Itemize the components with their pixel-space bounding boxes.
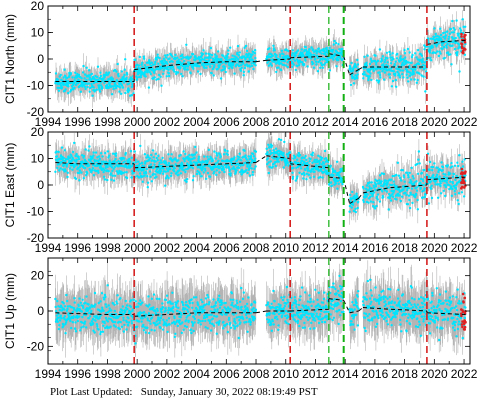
north-panel: 1994 1996 1998 2000 2002 2004 2006 2008 2010 2012… [3, 0, 478, 129]
x-tick-label: 2012 [302, 241, 329, 255]
data-point-segment-0 [54, 284, 136, 336]
x-tick-label: 2000 [124, 241, 151, 255]
y-axis-title: CIT1 North (mm) [3, 14, 17, 104]
x-tick-label: 2014 [332, 241, 359, 255]
error-bars [55, 133, 466, 225]
time-series-figure: 1994 1996 1998 2000 2002 2004 2006 2008 2010 2012… [3, 0, 478, 380]
y-axis-title: CIT1 Up (mm) [3, 273, 17, 349]
up-panel: 1994 1996 1998 2000 2002 2004 2006 2008 2010 2012… [3, 257, 478, 380]
east-panel: 1994 1996 1998 2000 2002 2004 2006 2008 2010 2012… [3, 125, 478, 255]
x-tick-label: 1996 [64, 367, 91, 380]
x-tick-label: 2020 [421, 115, 448, 129]
x-tick-label: 2000 [124, 115, 151, 129]
x-tick-label: 2022 [451, 115, 478, 129]
x-tick-label: 2018 [391, 115, 418, 129]
plot-updated-label: Plot Last Updated: [50, 386, 133, 398]
x-tick-label: 2002 [154, 241, 181, 255]
error-bar-segment-6 [362, 36, 427, 104]
x-tick-label: 2022 [451, 367, 478, 380]
error-bar-segment-5 [349, 49, 359, 97]
x-tick-label: 2008 [243, 241, 270, 255]
y-tick-label: 0 [37, 304, 44, 318]
x-tick-label: 2012 [302, 367, 329, 380]
x-tick-label: 2010 [272, 115, 299, 129]
y-tick-label: 10 [31, 26, 45, 40]
x-tick-label: 1994 [35, 115, 62, 129]
data-point-segment-6 [361, 44, 428, 93]
x-tick-label: 2010 [272, 241, 299, 255]
x-tick-label: 2006 [213, 115, 240, 129]
data-point-segment-4 [327, 274, 345, 326]
x-tick-label: 2018 [391, 367, 418, 380]
x-tick-label: 2000 [124, 367, 151, 380]
y-tick-label: 0 [37, 178, 44, 192]
y-tick-label: 0 [37, 52, 44, 66]
data-point-segment-0 [54, 58, 136, 97]
x-tick-label: 1996 [64, 115, 91, 129]
x-tick-label: 2020 [421, 241, 448, 255]
x-tick-label: 2004 [183, 241, 210, 255]
x-tick-label: 2006 [213, 241, 240, 255]
y-tick-label: -10 [27, 79, 45, 93]
recent-data-points [460, 32, 467, 55]
x-tick-label: 2014 [332, 115, 359, 129]
recent-data-points [460, 292, 467, 331]
x-tick-label: 2004 [183, 115, 210, 129]
x-tick-label: 2002 [154, 115, 181, 129]
y-axis-title: CIT1 East (mm) [3, 143, 17, 228]
x-tick-label: 1998 [94, 115, 121, 129]
y-tick-label: 10 [31, 152, 45, 166]
plot-updated-footer: Plot Last Updated: Sunday, January 30, 2… [50, 386, 318, 398]
x-tick-label: 1994 [35, 241, 62, 255]
data-point-segment-7 [425, 18, 467, 73]
plot-area [54, 260, 467, 358]
x-tick-label: 2010 [272, 367, 299, 380]
x-tick-label: 2012 [302, 115, 329, 129]
x-tick-label: 2002 [154, 367, 181, 380]
recent-data-points [459, 167, 467, 190]
y-tick-label: -20 [27, 105, 45, 119]
x-tick-label: 2022 [451, 241, 478, 255]
data-points [54, 138, 467, 214]
data-point-segment-5 [348, 190, 360, 214]
data-point-segment-6 [361, 278, 428, 337]
data-point-segment-4 [327, 39, 345, 72]
x-tick-label: 2016 [362, 115, 389, 129]
x-tick-label: 1994 [35, 367, 62, 380]
data-point-segment-6 [361, 150, 428, 211]
plot-area [54, 10, 467, 108]
x-tick-label: 2020 [421, 367, 448, 380]
x-tick-label: 2016 [362, 241, 389, 255]
x-tick-label: 1998 [94, 367, 121, 380]
data-point-segment-2 [265, 285, 292, 332]
data-point-segment-4 [327, 160, 345, 190]
y-tick-label: -20 [27, 339, 45, 353]
x-tick-label: 2016 [362, 367, 389, 380]
x-tick-label: 2008 [243, 367, 270, 380]
data-point-segment-5 [348, 290, 360, 331]
y-tick-label: 20 [31, 125, 45, 139]
x-tick-label: 1998 [94, 241, 121, 255]
x-tick-label: 2018 [391, 241, 418, 255]
y-tick-label: 20 [31, 269, 45, 283]
y-tick-label: -10 [27, 205, 45, 219]
data-point-segment-0 [54, 141, 136, 182]
x-tick-label: 1996 [64, 241, 91, 255]
data-point-segment-1 [133, 144, 258, 189]
plot-updated-timestamp: Sunday, January 30, 2022 08:19:49 PST [140, 386, 318, 398]
x-tick-label: 2008 [243, 115, 270, 129]
y-tick-label: -20 [27, 231, 45, 245]
data-points [54, 18, 467, 97]
data-point-segment-2 [265, 44, 292, 74]
y-tick-label: 20 [31, 0, 45, 13]
x-tick-label: 2004 [183, 367, 210, 380]
x-tick-label: 2006 [213, 367, 240, 380]
plot-area [54, 133, 467, 225]
data-point-segment-2 [265, 138, 292, 175]
x-tick-label: 2014 [332, 367, 359, 380]
